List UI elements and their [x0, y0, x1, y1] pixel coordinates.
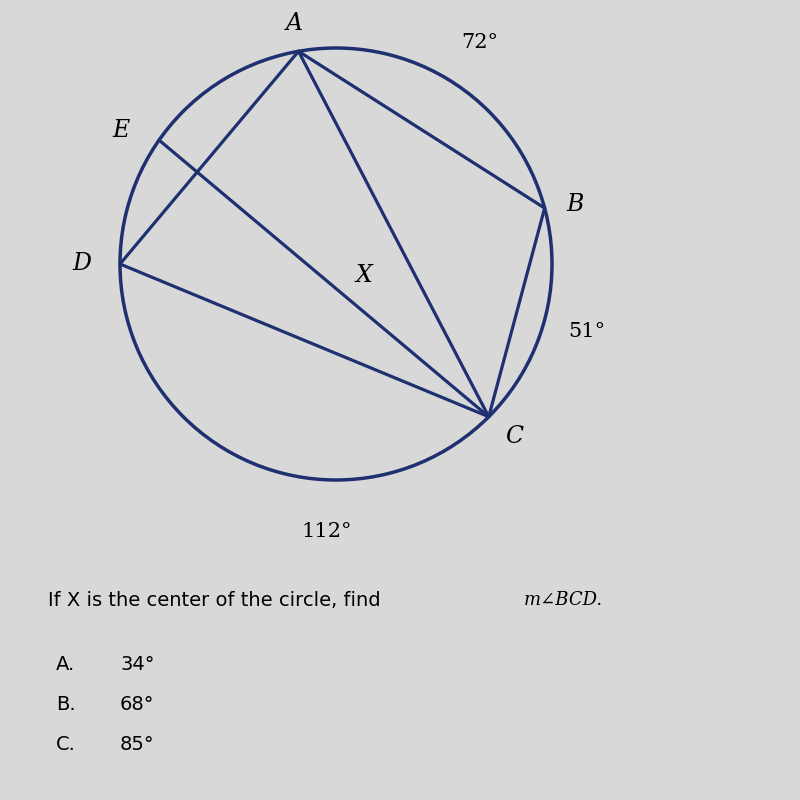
Text: D: D: [72, 253, 91, 275]
Text: 85°: 85°: [120, 734, 154, 754]
Text: 72°: 72°: [462, 33, 498, 52]
Text: m∠BCD.: m∠BCD.: [524, 591, 603, 609]
Text: 51°: 51°: [569, 322, 606, 341]
Text: C: C: [506, 426, 523, 448]
Text: X: X: [355, 265, 373, 287]
Text: E: E: [112, 119, 130, 142]
Text: 34°: 34°: [120, 654, 154, 674]
Text: B.: B.: [56, 694, 76, 714]
Text: A.: A.: [56, 654, 75, 674]
Text: 112°: 112°: [302, 522, 352, 542]
Text: C.: C.: [56, 734, 76, 754]
Text: A: A: [286, 12, 303, 34]
Text: 68°: 68°: [120, 694, 154, 714]
Text: B: B: [566, 193, 584, 215]
Text: If X is the center of the circle, find: If X is the center of the circle, find: [48, 590, 387, 610]
